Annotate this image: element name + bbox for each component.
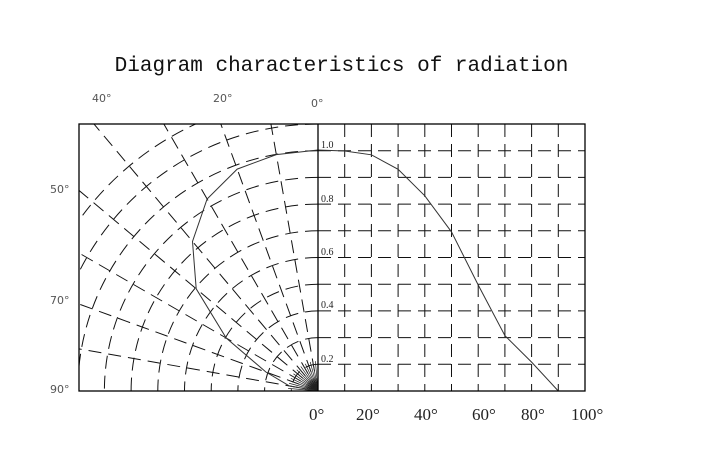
intensity-label-0.8: 0.8 — [321, 194, 334, 205]
plot-frame — [78, 123, 586, 392]
angle-label-40: 40° — [92, 92, 112, 105]
chart-title: Diagram characteristics of radiation — [114, 55, 569, 78]
x-tick-100: 100° — [571, 405, 604, 424]
angle-label-50: 50° — [50, 183, 70, 196]
x-tick-0: 0° — [309, 405, 325, 424]
intensity-label-0.2: 0.2 — [321, 354, 334, 365]
angle-label-70: 70° — [50, 294, 70, 307]
grid-lines — [318, 124, 585, 391]
cartesian-radiation-curve — [317, 149, 559, 392]
x-tick-80: 80° — [521, 405, 545, 424]
x-tick-60: 60° — [472, 405, 496, 424]
intensity-label-1.0: 1.0 — [321, 140, 334, 151]
x-tick-20: 20° — [356, 405, 380, 424]
intensity-label-0.4: 0.4 — [321, 300, 334, 311]
polar-grid — [79, 124, 318, 391]
angle-label-0: 0° — [311, 97, 324, 110]
intensity-label-0.6: 0.6 — [321, 247, 334, 258]
angle-label-20: 20° — [213, 92, 233, 105]
polar-radiation-curve — [191, 149, 319, 392]
x-tick-40: 40° — [414, 405, 438, 424]
angle-label-90: 90° — [50, 383, 70, 396]
